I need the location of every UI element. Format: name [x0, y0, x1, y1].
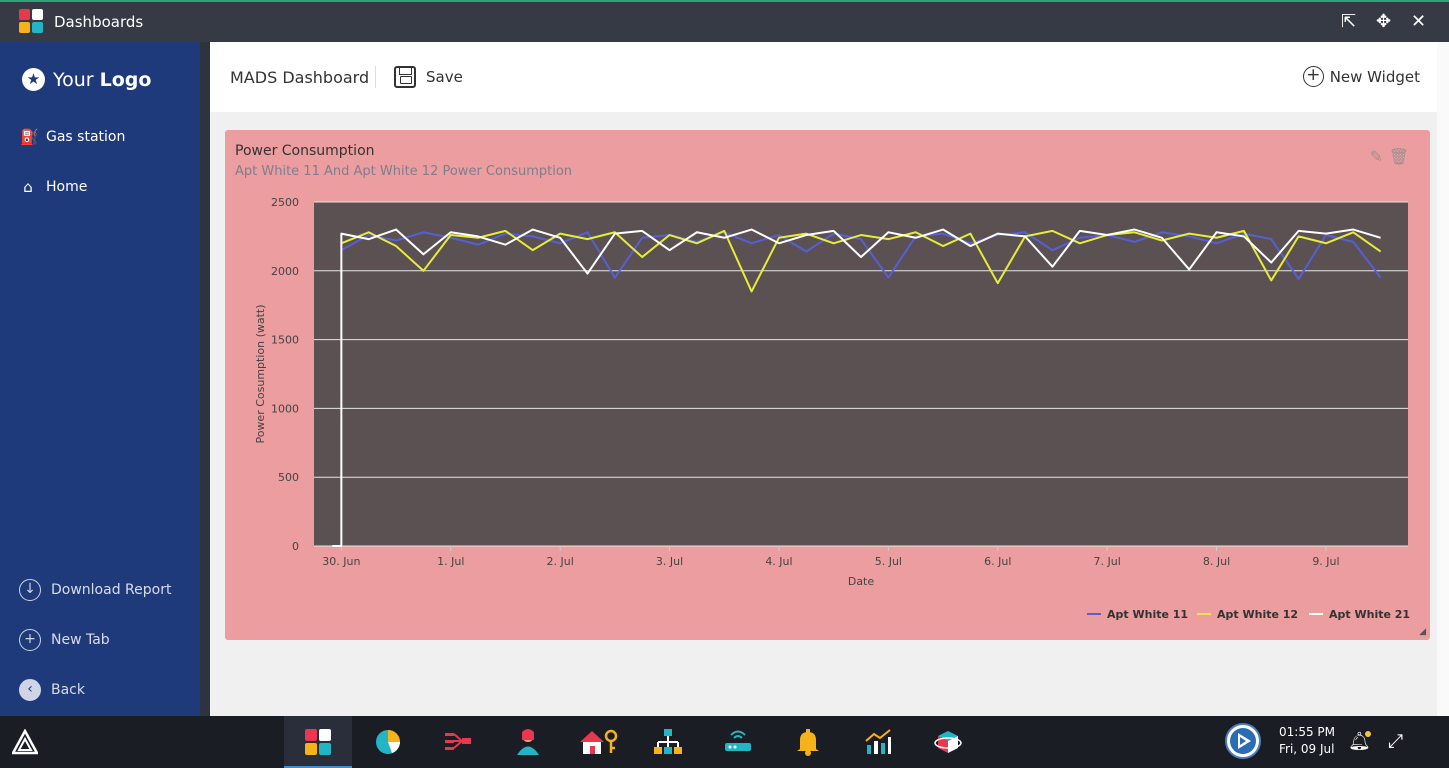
taskbar: 01:55 PM Fri, 09 Jul 🔔︎ ⤢ — [0, 716, 1449, 768]
user-icon[interactable] — [514, 728, 542, 756]
avatar[interactable] — [1225, 723, 1261, 759]
x-tick-label: 4. Jul — [765, 555, 792, 568]
star-icon: ★ — [22, 68, 45, 91]
collapse-icon[interactable]: ✥ — [1375, 11, 1392, 32]
series-line-2 — [340, 229, 1382, 293]
y-tick-label: 2500 — [271, 196, 299, 209]
plus-icon: + — [19, 629, 41, 651]
window-title: Dashboards — [54, 13, 144, 31]
x-tick-label: 5. Jul — [875, 555, 902, 568]
clock: 01:55 PM Fri, 09 Jul — [1279, 724, 1335, 758]
y-tick-label: 1000 — [271, 402, 299, 415]
cube-icon[interactable] — [934, 728, 962, 756]
new-tab-button[interactable]: + New Tab — [19, 629, 110, 651]
x-tick-label: 9. Jul — [1312, 555, 1339, 568]
download-report-button[interactable]: ↓ Download Report — [19, 579, 171, 601]
series-line-3 — [332, 228, 1381, 547]
home-key-icon[interactable] — [578, 728, 618, 756]
notification-badge — [1365, 731, 1371, 737]
sidebar-item-home[interactable]: ⌂ Home — [20, 178, 87, 196]
page-title: MADS Dashboard — [230, 68, 370, 87]
sidebar: ★ Your Logo ⛽ Gas station ⌂ Home ↓ Downl… — [0, 42, 200, 716]
flow-icon[interactable] — [444, 728, 472, 756]
legend-label: Apt White 21 — [1329, 608, 1410, 621]
close-icon[interactable]: ✕ — [1410, 11, 1427, 32]
y-tick-label: 0 — [292, 540, 299, 553]
sidebar-divider — [200, 42, 210, 716]
dashboard-header: MADS Dashboard Save + New Widget — [210, 42, 1437, 112]
sidebar-item-label: Gas station — [46, 129, 126, 145]
router-icon[interactable] — [724, 728, 752, 756]
trend-chart-icon[interactable] — [864, 728, 892, 756]
y-tick-label: 500 — [278, 471, 299, 484]
edit-icon[interactable]: ✎ — [1369, 147, 1383, 166]
x-tick-label: 2. Jul — [547, 555, 574, 568]
sidebar-item-gas-station[interactable]: ⛽ Gas station — [20, 128, 125, 146]
divider — [375, 66, 376, 88]
dashboards-icon[interactable] — [304, 728, 332, 756]
sidebar-item-label: Home — [46, 179, 88, 195]
plus-circle-icon: + — [1302, 66, 1324, 87]
exit-fullscreen-icon[interactable]: ⇱ — [1340, 11, 1357, 32]
gas-pump-icon: ⛽ — [20, 128, 39, 146]
clock-time: 01:55 PM — [1279, 725, 1335, 739]
download-icon: ↓ — [19, 579, 41, 601]
y-tick-label: 2000 — [271, 265, 299, 278]
widget-title: Power Consumption — [235, 143, 375, 159]
app-window: Dashboards ⇱ ✥ ✕ ★ Your Logo ⛽ Gas stati… — [0, 0, 1449, 716]
x-tick-label: 7. Jul — [1094, 555, 1121, 568]
power-consumption-chart: 0 500 1000 1500 2000 2500 30. Jun 1. Jul 2. Jul 3… — [254, 196, 1410, 621]
active-app-indicator — [284, 716, 352, 768]
home-icon: ⌂ — [23, 178, 33, 196]
title-bar: Dashboards ⇱ ✥ ✕ — [0, 0, 1449, 42]
plot-area — [314, 202, 1408, 546]
logo: ★ Your Logo — [22, 68, 151, 91]
back-icon: ‹ — [19, 679, 41, 701]
x-tick-label: 30. Jun — [322, 555, 360, 568]
trash-icon[interactable]: 🗑 — [1388, 147, 1409, 166]
x-axis-label: Date — [848, 575, 875, 588]
scrollbar[interactable] — [1437, 42, 1449, 716]
hierarchy-icon[interactable] — [654, 728, 682, 756]
legend-label: Apt White 11 — [1107, 608, 1188, 621]
widget-subtitle: Apt White 11 And Apt White 12 Power Cons… — [235, 164, 573, 179]
legend-label: Apt White 12 — [1217, 608, 1298, 621]
save-icon — [394, 66, 416, 88]
clock-date: Fri, 09 Jul — [1279, 742, 1335, 756]
x-tick-label: 6. Jul — [984, 555, 1011, 568]
bell-alert-icon[interactable] — [794, 728, 822, 756]
avatar-logo-icon — [1230, 728, 1256, 754]
x-tick-label: 1. Jul — [437, 555, 464, 568]
system-logo-icon[interactable] — [12, 729, 38, 755]
save-button[interactable]: Save — [394, 66, 463, 88]
back-button[interactable]: ‹ Back — [19, 679, 85, 701]
x-tick-label: 8. Jul — [1203, 555, 1230, 568]
fullscreen-icon[interactable]: ⤢ — [1388, 730, 1404, 752]
dashboards-app-icon — [19, 9, 45, 35]
series-line-1 — [340, 231, 1382, 281]
x-tick-label: 3. Jul — [656, 555, 683, 568]
new-widget-button[interactable]: + New Widget — [1302, 66, 1420, 87]
pie-chart-icon[interactable] — [374, 728, 402, 756]
y-axis-label: Power Cosumption (watt) — [254, 304, 267, 443]
widget-card: Power Consumption Apt White 11 And Apt W… — [225, 130, 1430, 640]
y-tick-label: 1500 — [271, 334, 299, 347]
resize-handle[interactable]: ◢ — [1419, 627, 1426, 637]
